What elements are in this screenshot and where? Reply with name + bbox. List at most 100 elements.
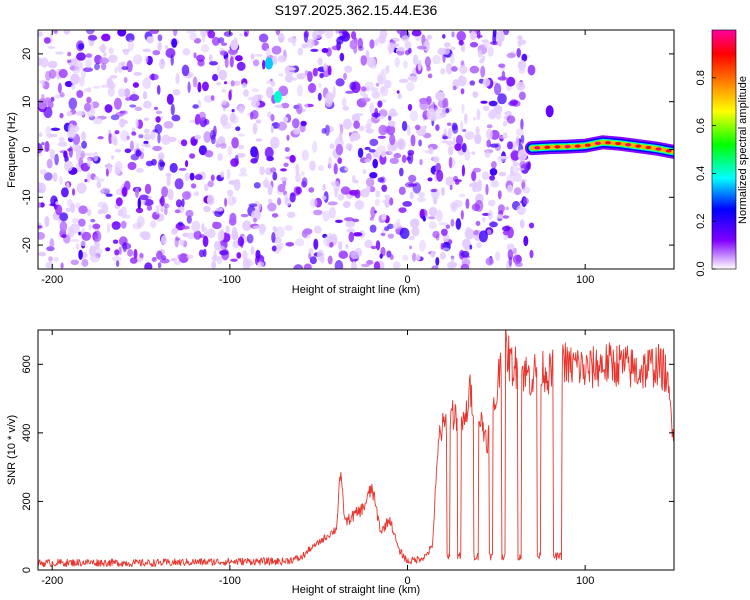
heatmap-cell	[133, 54, 143, 65]
heatmap-cell	[472, 117, 477, 121]
heatmap-cell	[317, 165, 324, 172]
heatmap-cell	[67, 51, 72, 57]
heatmap-cell	[513, 187, 522, 196]
heatmap-cell	[460, 46, 465, 52]
heatmap-cell	[152, 50, 161, 56]
heatmap-cell	[92, 151, 99, 162]
heatmap-cell	[186, 30, 196, 34]
heatmap-cell	[70, 73, 80, 85]
heatmap-cell	[364, 146, 371, 151]
heatmap-cell	[333, 163, 338, 175]
heatmap-cell	[189, 32, 198, 41]
heatmap-cell	[224, 197, 228, 207]
heatmap-cell	[372, 158, 379, 169]
heatmap-cell	[423, 125, 427, 130]
heatmap-cell	[504, 111, 512, 116]
heatmap-cell	[68, 230, 75, 238]
heatmap-cell	[447, 127, 452, 140]
heatmap-cell	[432, 54, 441, 65]
heatmap-cell	[127, 249, 134, 257]
heatmap-cell	[497, 93, 507, 105]
heatmap-cell	[253, 217, 257, 223]
heatmap-cell	[360, 55, 367, 66]
heatmap-cell	[96, 181, 102, 189]
heatmap-cell	[361, 97, 371, 103]
heatmap-cell	[507, 249, 514, 260]
heatmap-cell	[139, 148, 145, 152]
heatmap-cell	[508, 256, 513, 267]
heatmap-cell	[160, 235, 167, 245]
heatmap-cell	[186, 232, 196, 239]
heatmap-cell	[144, 262, 153, 269]
heatmap-cell	[335, 30, 340, 35]
heatmap-cell	[473, 229, 479, 236]
heatmap-cell	[134, 106, 143, 111]
heatmap-cell	[464, 228, 475, 240]
heatmap-cell	[233, 80, 241, 86]
heatmap-cell	[85, 53, 93, 58]
heatmap-cell	[194, 174, 203, 181]
heatmap-cell	[114, 130, 120, 135]
heatmap-cell	[84, 102, 91, 112]
heatmap-cell	[373, 261, 381, 269]
heatmap-cell	[277, 121, 288, 131]
heatmap-cell	[45, 70, 52, 81]
heatmap-cell	[277, 32, 285, 43]
heatmap-cell	[70, 238, 80, 243]
heatmap-cell	[369, 172, 378, 179]
heatmap-cell	[484, 150, 491, 159]
heatmap-cell	[377, 75, 383, 84]
heatmap-cell	[86, 208, 92, 217]
heatmap-cell	[302, 228, 313, 235]
heatmap-cell	[80, 150, 86, 159]
heatmap-cell	[173, 260, 182, 266]
heatmap-cell	[389, 254, 394, 260]
heatmap-cell	[255, 119, 262, 124]
heatmap-cell	[206, 228, 216, 239]
heatmap-cell	[169, 162, 178, 173]
heatmap-cell	[283, 116, 289, 123]
heatmap-cell	[44, 141, 50, 152]
heatmap-cell	[157, 41, 162, 51]
heatmap-cell	[92, 117, 103, 125]
heatmap-cell	[516, 81, 526, 91]
x-tick-label: 0	[404, 575, 410, 587]
heatmap-cell	[160, 207, 164, 213]
heatmap-cell	[232, 240, 240, 249]
heatmap-cell	[135, 150, 142, 157]
heatmap-cell	[153, 106, 159, 110]
heatmap-cell	[118, 88, 126, 97]
heatmap-cell	[58, 68, 68, 79]
heatmap-cell	[506, 243, 515, 251]
snr-y-label: SNR (10 * v/v)	[6, 415, 18, 485]
heatmap-cell	[84, 152, 94, 157]
heatmap-cell	[502, 230, 510, 236]
heatmap-cell	[43, 106, 53, 119]
heatmap-cell	[295, 172, 301, 183]
x-tick-label: -100	[219, 274, 241, 286]
heatmap-cell	[440, 68, 446, 75]
heatmap-cell	[307, 71, 313, 83]
heatmap-cell	[270, 125, 274, 134]
heatmap-cell	[233, 179, 241, 191]
heatmap-cell	[126, 60, 133, 73]
heatmap-cell	[528, 222, 535, 229]
heatmap-cell	[137, 221, 142, 228]
heatmap-cell	[220, 143, 227, 149]
heatmap-cell	[329, 143, 335, 150]
heatmap-cell	[43, 37, 51, 44]
heatmap-cell	[144, 55, 149, 63]
heatmap-cell	[360, 263, 370, 268]
heatmap-cell	[108, 54, 118, 63]
heatmap-cell	[48, 256, 53, 262]
heatmap-cell	[143, 117, 150, 121]
heatmap-cell	[191, 220, 201, 232]
heatmap-cell	[308, 248, 314, 255]
heatmap-cell	[149, 30, 159, 34]
heatmap-cell	[312, 141, 318, 153]
heatmap-cell	[131, 131, 137, 136]
heatmap-cell	[450, 218, 455, 227]
heatmap-cell	[207, 180, 214, 188]
heatmap-cell	[519, 219, 525, 229]
heatmap-cell	[370, 206, 376, 218]
